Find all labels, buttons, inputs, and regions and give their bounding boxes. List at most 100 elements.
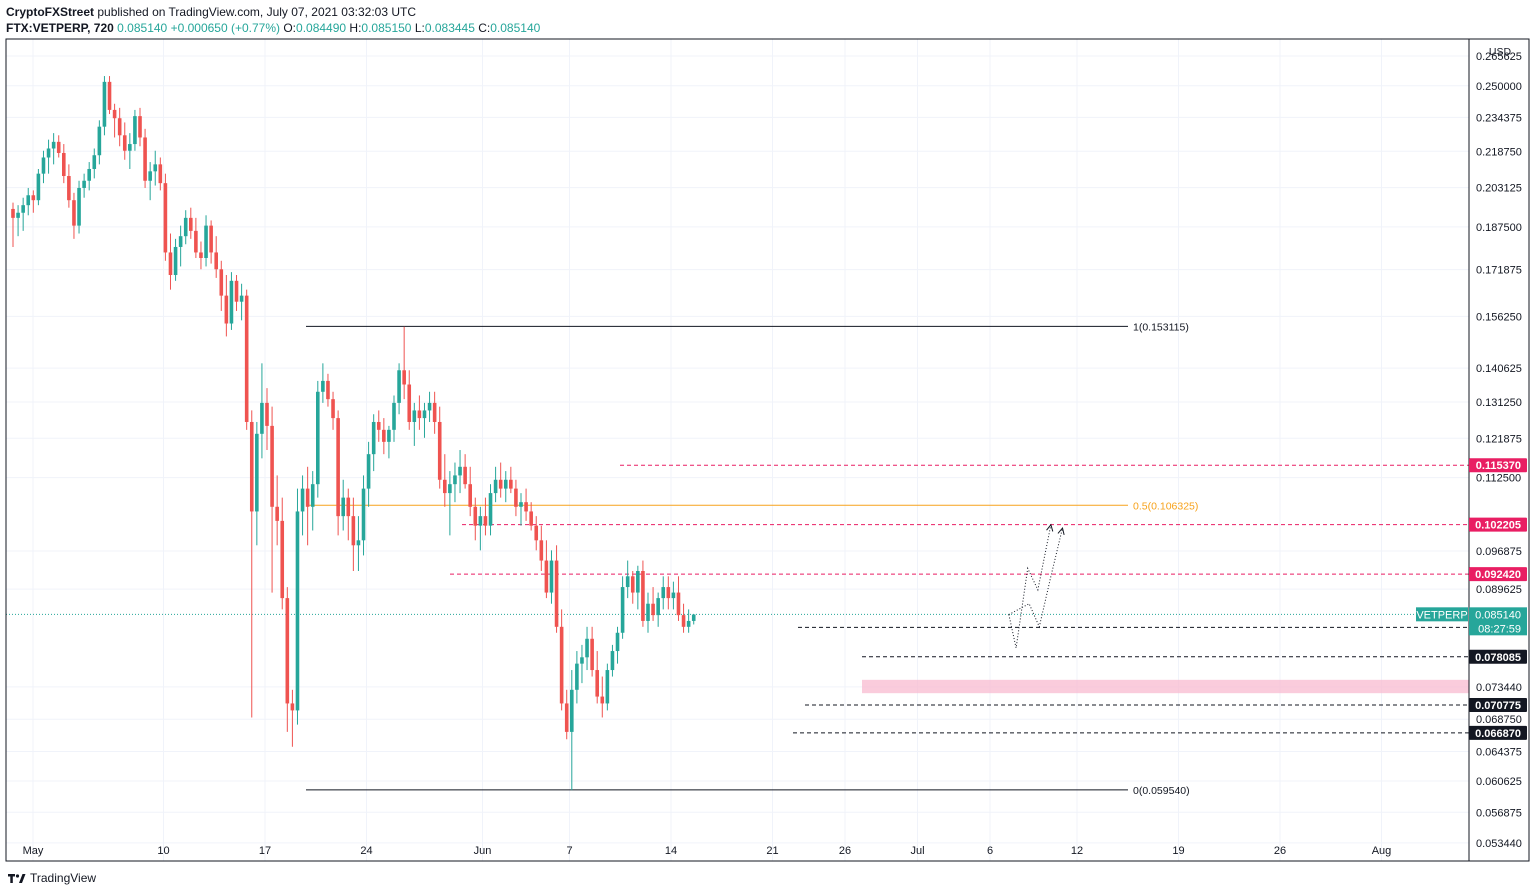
candle-up[interactable]	[102, 76, 107, 136]
candle-down[interactable]	[514, 479, 518, 517]
time-axis[interactable]: May 10 17 24 Jun 7 14 21 26 Jul 6 12 19 26 Aug	[23, 845, 1392, 857]
candle-up[interactable]	[427, 391, 432, 422]
candle-down[interactable]	[31, 190, 36, 213]
candle-up[interactable]	[260, 363, 264, 459]
candle-down[interactable]	[11, 202, 15, 247]
candle-up[interactable]	[87, 162, 91, 191]
candle-down[interactable]	[544, 540, 549, 599]
candle-down[interactable]	[346, 488, 351, 541]
candle-down[interactable]	[62, 144, 66, 184]
footer-brand-label[interactable]: TradingView	[30, 871, 97, 885]
candle-down[interactable]	[529, 502, 533, 531]
candle-up[interactable]	[341, 479, 345, 531]
candle-down[interactable]	[122, 122, 127, 160]
candle-up[interactable]	[422, 402, 427, 438]
candle-down[interactable]	[666, 576, 671, 610]
candle-down[interactable]	[554, 545, 559, 633]
candle-up[interactable]	[478, 506, 483, 551]
candle-down[interactable]	[407, 370, 412, 430]
candle-up[interactable]	[148, 162, 152, 201]
candle-down[interactable]	[199, 241, 203, 270]
candle-up[interactable]	[625, 560, 630, 599]
candle-up[interactable]	[133, 109, 137, 151]
candle-up[interactable]	[453, 462, 457, 503]
candle-up[interactable]	[570, 670, 574, 791]
candle-down[interactable]	[72, 192, 76, 239]
candle-up[interactable]	[448, 471, 452, 536]
candle-down[interactable]	[67, 164, 71, 208]
candle-up[interactable]	[366, 441, 371, 507]
candle-down[interactable]	[417, 395, 422, 430]
candle-up[interactable]	[503, 471, 508, 503]
candle-down[interactable]	[189, 207, 193, 239]
candle-up[interactable]	[691, 613, 696, 625]
candle-down[interactable]	[595, 651, 599, 704]
candle-up[interactable]	[493, 466, 498, 503]
candle-down[interactable]	[117, 107, 122, 147]
candle-down[interactable]	[463, 454, 467, 489]
candle-down[interactable]	[681, 603, 686, 633]
candle-up[interactable]	[671, 581, 676, 610]
candle-down[interactable]	[275, 475, 279, 546]
publisher-name[interactable]: CryptoFXStreet	[6, 5, 95, 19]
candle-up[interactable]	[21, 197, 25, 231]
candle-down[interactable]	[107, 76, 112, 115]
candle-up[interactable]	[255, 421, 259, 546]
candle-down[interactable]	[539, 525, 544, 571]
candle-down[interactable]	[534, 516, 539, 551]
candle-down[interactable]	[214, 236, 218, 278]
candle-up[interactable]	[16, 205, 20, 237]
candle-down[interactable]	[524, 488, 528, 521]
candle-down[interactable]	[498, 462, 503, 498]
candle-down[interactable]	[590, 626, 594, 677]
candle-up[interactable]	[26, 187, 31, 216]
candle-up[interactable]	[661, 576, 666, 610]
candle-up[interactable]	[549, 550, 554, 604]
candle-down[interactable]	[483, 497, 488, 536]
candle-up[interactable]	[488, 484, 493, 536]
candle-up[interactable]	[519, 493, 523, 526]
candle-up[interactable]	[371, 414, 376, 472]
candle-up[interactable]	[656, 592, 660, 627]
candle-up[interactable]	[51, 133, 56, 165]
candle-up[interactable]	[41, 150, 46, 184]
candle-up[interactable]	[239, 283, 244, 321]
candle-down[interactable]	[468, 466, 472, 517]
candle-up[interactable]	[610, 644, 615, 677]
candle-up[interactable]	[392, 395, 396, 442]
candle-down[interactable]	[443, 454, 447, 507]
candle-up[interactable]	[585, 626, 589, 671]
candle-up[interactable]	[178, 225, 183, 267]
candle-up[interactable]	[295, 488, 300, 725]
candle-down[interactable]	[234, 275, 239, 311]
candle-up[interactable]	[128, 133, 132, 169]
candle-up[interactable]	[97, 120, 102, 165]
candle-down[interactable]	[402, 326, 406, 400]
candle-up[interactable]	[46, 139, 51, 174]
candle-down[interactable]	[56, 135, 61, 158]
candle-up[interactable]	[361, 475, 366, 556]
candle-down[interactable]	[676, 576, 681, 621]
candle-down[interactable]	[280, 497, 285, 610]
candles[interactable]	[11, 76, 696, 791]
candle-down[interactable]	[382, 418, 386, 455]
candle-down[interactable]	[249, 410, 254, 718]
candle-down[interactable]	[564, 689, 569, 740]
candle-down[interactable]	[163, 173, 168, 261]
candle-up[interactable]	[229, 272, 234, 330]
candle-down[interactable]	[437, 406, 442, 489]
candle-down[interactable]	[112, 103, 117, 138]
candle-up[interactable]	[173, 238, 178, 281]
candle-up[interactable]	[153, 150, 158, 186]
candle-down[interactable]	[630, 570, 635, 604]
candle-up[interactable]	[646, 592, 650, 633]
candle-down[interactable]	[143, 128, 147, 188]
candle-up[interactable]	[387, 425, 391, 459]
candle-down[interactable]	[244, 289, 249, 430]
candle-down[interactable]	[326, 373, 330, 407]
candle-up[interactable]	[77, 180, 81, 234]
candle-down[interactable]	[305, 466, 310, 546]
candle-up[interactable]	[310, 471, 315, 531]
